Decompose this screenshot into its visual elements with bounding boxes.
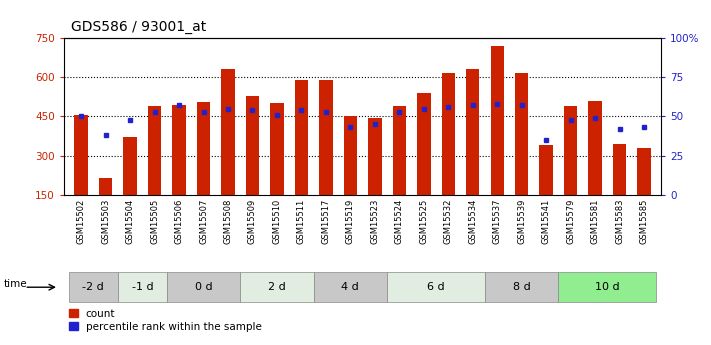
Text: 10 d: 10 d (595, 282, 620, 292)
Bar (246, 96, 260, 195)
Text: GDS586 / 93001_at: GDS586 / 93001_at (71, 20, 206, 34)
Text: 8 d: 8 d (513, 282, 530, 292)
Bar (294, 80, 308, 195)
Bar (466, 69, 479, 195)
Text: GSM15525: GSM15525 (419, 199, 428, 244)
Bar (442, 73, 455, 195)
Bar (148, 106, 161, 195)
Text: GSM15519: GSM15519 (346, 199, 355, 244)
Bar (637, 148, 651, 195)
Text: -1 d: -1 d (132, 282, 153, 292)
Bar (270, 104, 284, 195)
Bar (221, 69, 235, 195)
Bar (392, 106, 406, 195)
Text: GSM15532: GSM15532 (444, 199, 453, 244)
Bar (515, 73, 528, 195)
Bar (69, 273, 118, 302)
Bar (589, 101, 602, 195)
Bar (319, 80, 333, 195)
Text: GSM15579: GSM15579 (566, 199, 575, 244)
Text: GSM15511: GSM15511 (297, 199, 306, 244)
Bar (417, 93, 431, 195)
Bar (314, 273, 387, 302)
Text: 4 d: 4 d (341, 282, 359, 292)
Text: GSM15503: GSM15503 (101, 199, 110, 244)
Bar (387, 273, 485, 302)
Legend: count, percentile rank within the sample: count, percentile rank within the sample (69, 309, 262, 332)
Text: GSM15509: GSM15509 (248, 199, 257, 244)
Bar (172, 105, 186, 195)
Text: GSM15541: GSM15541 (542, 199, 551, 244)
Text: GSM15537: GSM15537 (493, 199, 502, 244)
Text: GSM15583: GSM15583 (615, 199, 624, 244)
Bar (123, 137, 137, 195)
Bar (197, 102, 210, 195)
Text: GSM15539: GSM15539 (517, 199, 526, 244)
Text: GSM15504: GSM15504 (126, 199, 134, 244)
Bar (167, 273, 240, 302)
Text: 6 d: 6 d (427, 282, 445, 292)
Bar (99, 178, 112, 195)
Text: GSM15510: GSM15510 (272, 199, 282, 244)
Bar (343, 116, 357, 195)
Text: GSM15507: GSM15507 (199, 199, 208, 244)
Text: -2 d: -2 d (82, 282, 105, 292)
Text: 2 d: 2 d (268, 282, 286, 292)
Text: time: time (4, 279, 27, 289)
Text: GSM15505: GSM15505 (150, 199, 159, 244)
Bar (540, 145, 553, 195)
Text: GSM15585: GSM15585 (640, 199, 648, 244)
Bar (118, 273, 167, 302)
Text: GSM15517: GSM15517 (321, 199, 331, 244)
Bar (558, 273, 656, 302)
Text: GSM15508: GSM15508 (223, 199, 232, 244)
Text: GSM15502: GSM15502 (77, 199, 85, 244)
Text: GSM15506: GSM15506 (174, 199, 183, 244)
Text: GSM15534: GSM15534 (469, 199, 477, 244)
Bar (491, 46, 504, 195)
Bar (368, 118, 382, 195)
Text: GSM15524: GSM15524 (395, 199, 404, 244)
Bar (240, 273, 314, 302)
Bar (75, 115, 88, 195)
Bar (485, 273, 558, 302)
Bar (564, 106, 577, 195)
Text: 0 d: 0 d (195, 282, 213, 292)
Text: GSM15523: GSM15523 (370, 199, 380, 244)
Text: GSM15581: GSM15581 (591, 199, 599, 244)
Bar (613, 144, 626, 195)
